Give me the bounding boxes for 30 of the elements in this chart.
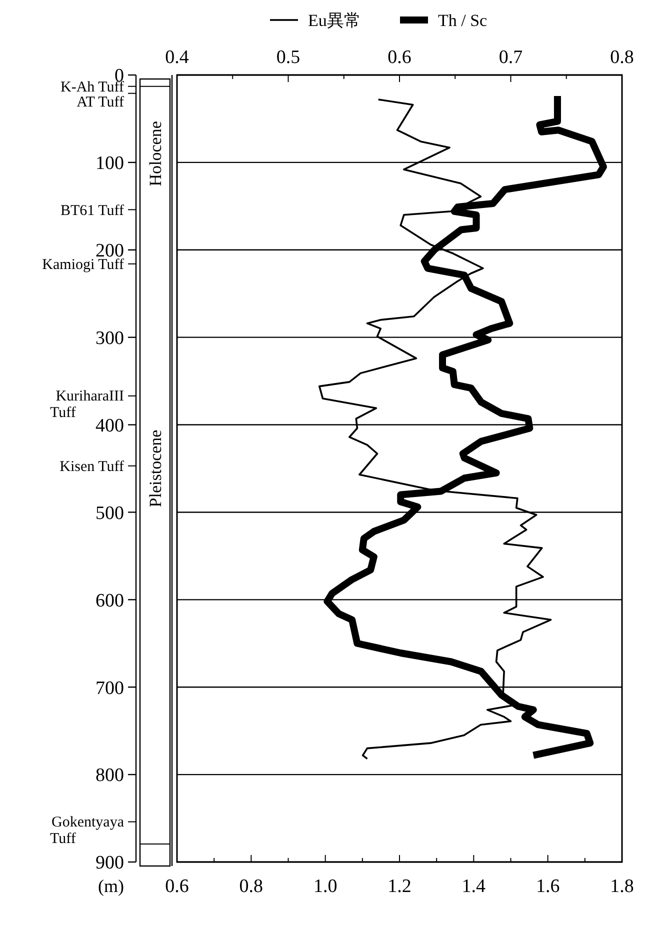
y-tick-label: BT61 Tuff [60, 202, 124, 219]
y-tick-label: K-Ah Tuff [60, 80, 124, 96]
text: 1.0 [313, 876, 338, 897]
x2-tick-label: 0.4 [165, 47, 190, 68]
y-tick-label: Gokentyaya Tuff [50, 814, 124, 847]
y-tick-label: 400 [96, 415, 124, 436]
x-tick-label: 1.2 [388, 876, 412, 897]
y-tick-label: Kisen Tuff [60, 459, 124, 476]
y-tick-label: 300 [96, 328, 124, 349]
y-axis-title: (m) [98, 876, 124, 896]
y-tick-label: 700 [96, 678, 124, 699]
y-tick-label: 900 [96, 852, 124, 874]
x2-tick-label: 0.8 [610, 47, 634, 68]
x2-tick-label: 0.6 [388, 47, 412, 68]
legend-label: Th / Sc [438, 10, 488, 30]
y-tick-label: 100 [96, 153, 124, 174]
text: Holocene [146, 121, 165, 186]
y-tick-label: 500 [96, 502, 124, 524]
y-tick-label: AT Tuff [76, 94, 124, 111]
x-tick-label: 1.8 [610, 876, 634, 897]
y-tick-label: 600 [96, 590, 124, 612]
text: Pleistocene [146, 430, 165, 508]
x-tick-label: 1.6 [536, 876, 560, 897]
y-tick-label: 800 [96, 765, 124, 786]
x-tick-label: 1.4 [462, 876, 486, 897]
x-tick-label: 0.6 [165, 876, 189, 897]
x-tick-label: 0.8 [239, 876, 264, 897]
x2-tick-label: 0.7 [498, 47, 523, 68]
legend-label: Eu異常 [308, 10, 361, 30]
x2-tick-label: 0.5 [276, 47, 300, 68]
